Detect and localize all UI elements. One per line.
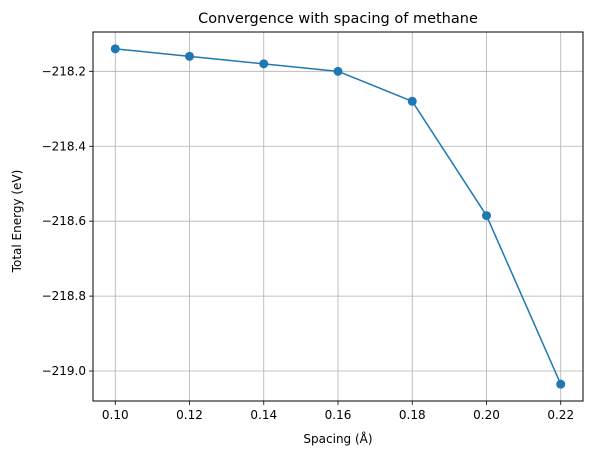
y-tick-label: −218.2	[42, 64, 86, 78]
y-tick-label: −218.6	[42, 214, 86, 228]
x-tick-label: 0.18	[399, 408, 426, 422]
x-tick-label: 0.20	[473, 408, 500, 422]
axis-ticks: 0.10 0.12 0.14 0.16 0.18 0.20 0.22 −218.2 −218.4…	[42, 64, 575, 422]
chart-title: Convergence with spacing of methane	[198, 11, 478, 27]
data-point	[185, 51, 195, 61]
data-point	[556, 379, 566, 389]
data-point	[259, 59, 269, 69]
plot-frame	[92, 31, 584, 402]
y-tick-label: −219.0	[42, 364, 86, 378]
x-axis-label: Spacing (Å)	[303, 431, 372, 446]
x-tick-label: 0.10	[102, 408, 129, 422]
x-tick-label: 0.12	[176, 408, 203, 422]
y-tick-label: −218.8	[42, 289, 86, 303]
grid	[93, 32, 583, 401]
data-point	[333, 66, 343, 76]
data-point	[481, 211, 491, 221]
series-layer	[110, 44, 566, 389]
x-tick-label: 0.22	[547, 408, 574, 422]
data-point	[110, 44, 120, 54]
data-point	[407, 96, 417, 106]
x-tick-label: 0.16	[325, 408, 352, 422]
x-tick-label: 0.14	[250, 408, 277, 422]
y-axis-label: Total Energy (eV)	[10, 170, 24, 274]
y-tick-label: −218.4	[42, 139, 86, 153]
